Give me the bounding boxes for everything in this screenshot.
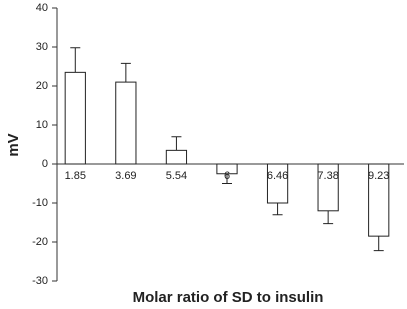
y-tick-label: 0 [42,158,48,170]
x-tick-label: 5.54 [166,170,187,182]
error-bar [323,210,334,225]
y-tick-label: -30 [32,275,48,287]
error-bar [120,62,131,83]
x-tick-label: 1.85 [65,170,86,182]
x-tick-label: 6.46 [267,170,288,182]
y-tick-label: 20 [36,80,48,92]
x-tick-label: 6 [224,170,230,182]
y-tick-label: 30 [36,41,48,53]
x-tick-label: 7.38 [317,170,338,182]
y-axis-title: mV [5,133,22,156]
y-tick-label: 40 [36,2,48,14]
error-bar [70,47,81,73]
x-tick-label: 3.69 [115,170,136,182]
error-bar [373,236,384,252]
bar [64,71,86,165]
x-tick-label: 9.23 [368,170,389,182]
bar [115,81,137,165]
bar [165,149,188,165]
x-axis-title: Molar ratio of SD to insulin [133,289,324,306]
error-bar [171,136,182,151]
error-bar [272,203,283,216]
y-tick-label: -10 [32,197,48,209]
y-tick-label: 10 [36,119,48,131]
y-tick-label: -20 [32,236,48,248]
error-bar [222,173,232,184]
